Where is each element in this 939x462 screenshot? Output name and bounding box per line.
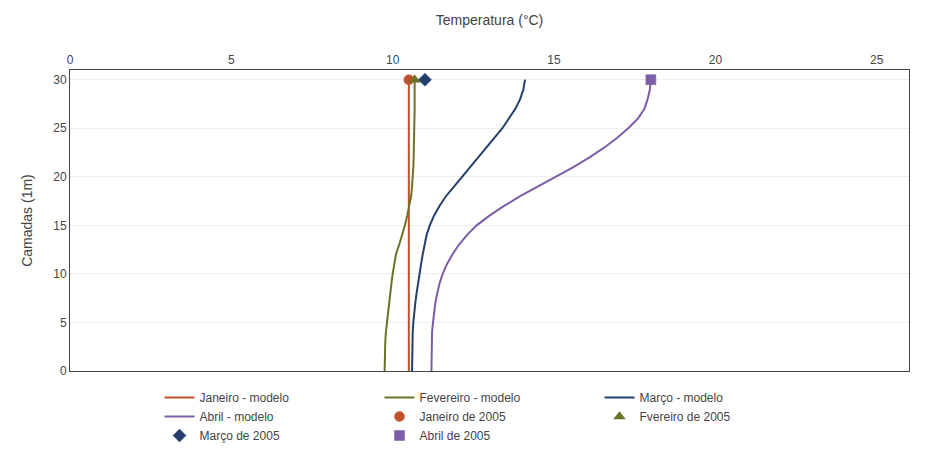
- svg-text:Janeiro - modelo: Janeiro - modelo: [200, 391, 290, 405]
- svg-text:25: 25: [870, 53, 884, 67]
- svg-text:Fvereiro de 2005: Fvereiro de 2005: [640, 410, 731, 424]
- svg-text:Abril - modelo: Abril - modelo: [200, 410, 274, 424]
- svg-text:Abril de 2005: Abril de 2005: [420, 429, 491, 443]
- svg-text:5: 5: [228, 53, 235, 67]
- svg-text:15: 15: [53, 219, 67, 233]
- svg-text:10: 10: [386, 53, 400, 67]
- svg-text:20: 20: [709, 53, 723, 67]
- svg-text:Março - modelo: Março - modelo: [640, 391, 724, 405]
- svg-text:Janeiro de 2005: Janeiro de 2005: [420, 410, 506, 424]
- svg-text:25: 25: [53, 121, 67, 135]
- svg-text:Camadas (1m): Camadas (1m): [19, 174, 35, 267]
- svg-text:10: 10: [53, 267, 67, 281]
- svg-text:5: 5: [60, 316, 67, 330]
- svg-text:30: 30: [53, 73, 67, 87]
- svg-text:0: 0: [67, 53, 74, 67]
- svg-text:Fevereiro - modelo: Fevereiro - modelo: [420, 391, 521, 405]
- svg-text:Março de 2005: Março de 2005: [200, 429, 280, 443]
- svg-text:20: 20: [53, 170, 67, 184]
- svg-text:0: 0: [60, 364, 67, 378]
- svg-text:Temperatura (°C): Temperatura (°C): [436, 12, 544, 28]
- svg-text:15: 15: [547, 53, 561, 67]
